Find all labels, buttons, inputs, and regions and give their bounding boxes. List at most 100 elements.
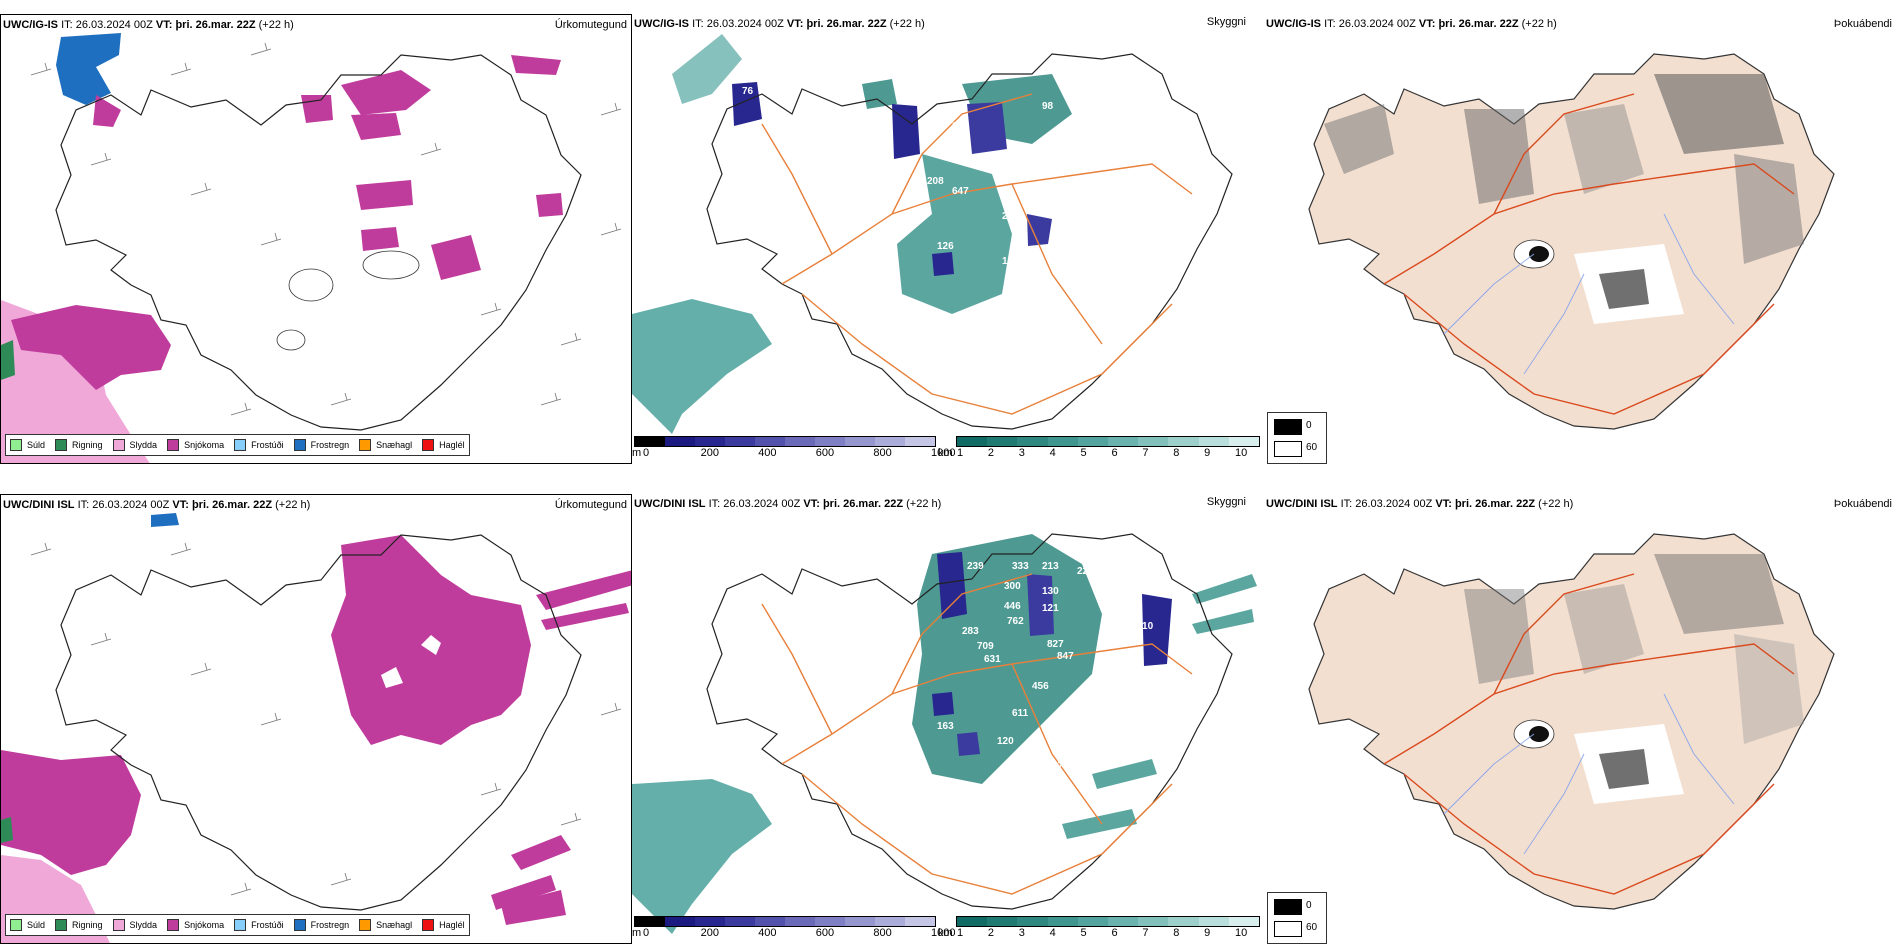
legend-item: Frostregn: [293, 919, 349, 931]
legend-swatch: [293, 919, 306, 931]
cloud-base-label: 225: [1077, 566, 1094, 577]
colorbar-tick: 1: [957, 927, 964, 939]
cloud-base-label: 184: [1002, 256, 1019, 267]
colorbar-tick: 10: [1235, 927, 1248, 939]
colorbar-swatch: [845, 917, 875, 926]
colorbar-tick: 4: [1049, 927, 1056, 939]
vt-label: VT:: [1418, 18, 1436, 30]
vt-label: VT:: [172, 499, 189, 511]
colorbar-swatch: [875, 917, 905, 926]
cloud-base-ticks: m 0 200 400 600 800 1000: [632, 927, 955, 941]
fog-white-swatch: [1274, 441, 1302, 457]
legend-label: Snæhagl: [376, 440, 413, 450]
colorbar-swatch: [665, 437, 695, 446]
cloud-base-label: 20: [1082, 106, 1094, 117]
legend-item: Frostúði: [234, 919, 284, 931]
vt-value: þri. 26.mar. 22Z: [175, 19, 256, 31]
legend-swatch: [359, 919, 372, 931]
colorbar-swatch: [665, 917, 695, 926]
visibility-map-canvas: 802 76 38 98 101 20 123 18 647 208 234 126 184 134 3: [632, 34, 1233, 434]
fog-black-swatch: [1274, 419, 1302, 435]
cloud-base-label: 121: [1042, 603, 1059, 614]
cloud-base-label: 456: [1032, 681, 1049, 692]
cloud-base-label: 802: [1002, 61, 1019, 72]
colorbar-tick: 800: [873, 447, 892, 459]
it-label: IT:: [708, 498, 721, 510]
colorbar-swatch: [905, 917, 935, 926]
lead-time: (+22 h): [258, 19, 294, 31]
colorbar-swatch: [1017, 917, 1048, 926]
vt-value: þri. 26.mar. 22Z: [191, 499, 273, 511]
lead-time: (+22 h): [1521, 18, 1557, 30]
it-label: IT:: [61, 19, 73, 31]
cloud-base-label: 446: [1004, 601, 1021, 612]
legend-label: Frostúði: [251, 440, 284, 450]
colorbar-tick: 6: [1111, 927, 1118, 939]
lead-time: (+22 h): [275, 499, 311, 511]
colorbar-tick: 6: [1111, 447, 1118, 459]
colorbar-swatch: [785, 917, 815, 926]
cloud-base-label: 130: [1042, 586, 1059, 597]
colorbar-swatch: [1077, 437, 1109, 446]
cloud-base-label: 709: [977, 641, 994, 652]
cloud-base-label: 123: [1082, 156, 1099, 167]
colorbar-swatch: [635, 917, 665, 926]
cloud-base-label: 38: [707, 96, 719, 107]
model-name: UWC/IG-IS: [3, 19, 58, 31]
colorbar-tick: 200: [700, 447, 719, 459]
legend-label: Rigning: [72, 440, 103, 450]
legend-label: Snjókoma: [184, 440, 225, 450]
map-header: UWC/DINI ISL IT: 26.03.2024 00Z VT: þri.…: [3, 499, 310, 512]
cloud-base-label: 847: [1057, 651, 1074, 662]
model-name: UWC/DINI ISL: [1266, 498, 1338, 510]
visibility-colorbar: [956, 436, 1260, 447]
lead-time: (+22 h): [906, 498, 942, 510]
legend-swatch: [167, 919, 180, 931]
panel-title: Skyggni: [1206, 496, 1246, 508]
visibility-swatches: [956, 916, 1260, 927]
colorbar-swatch: [695, 917, 725, 926]
legend-item: Súld: [10, 919, 45, 931]
model-name: UWC/DINI ISL: [634, 498, 706, 510]
legend-swatch: [293, 439, 306, 451]
map-header: UWC/DINI ISL IT: 26.03.2024 00Z VT: þri.…: [634, 498, 941, 511]
it-label: IT:: [77, 499, 90, 511]
precip-type-map-bottom: UWC/DINI ISL IT: 26.03.2024 00Z VT: þri.…: [0, 494, 632, 944]
legend-swatch: [112, 439, 125, 451]
colorbar-swatch: [695, 437, 725, 446]
panel-title: Skyggni: [1206, 16, 1246, 28]
cloud-base-label: 134: [1052, 254, 1069, 265]
colorbar-tick: 3: [1018, 927, 1025, 939]
fog-map-bottom: UWC/DINI ISL IT: 26.03.2024 00Z VT: þri.…: [1264, 494, 1900, 944]
colorbar-swatch: [957, 917, 988, 926]
fog-map-top: UWC/IG-IS IT: 26.03.2024 00Z VT: þri. 26…: [1264, 14, 1900, 464]
colorbar-tick: 8: [1173, 927, 1180, 939]
legend-label: Súld: [27, 920, 46, 930]
cloud-base-label: 611: [1012, 708, 1029, 719]
lead-time: (+22 h): [1538, 498, 1574, 510]
colorbar-tick: 400: [758, 447, 777, 459]
panel-title: Þokuábendi: [1833, 498, 1892, 510]
cloud-base-label: 141: [1062, 731, 1079, 742]
legend-label: Rigning: [72, 920, 103, 930]
colorbar-tick: 200: [700, 927, 719, 939]
cloud-base-label: 110: [1137, 621, 1154, 632]
precip-map-canvas: [1, 513, 631, 943]
fog-map-canvas: [1308, 53, 1835, 430]
vt-value: þri. 26.mar. 22Z: [1438, 18, 1519, 30]
legend-swatch: [234, 919, 247, 931]
colorbar-tick: 4: [1049, 447, 1056, 459]
cloud-base-label: 239: [967, 561, 984, 572]
visibility-ticks: km 1 2 3 4 5 6 7 8 9 10: [938, 927, 1264, 941]
colorbar-tick: 7: [1142, 447, 1149, 459]
legend-item: Rigning: [55, 439, 103, 451]
colorbar-tick: 600: [815, 447, 835, 459]
legend-swatch: [10, 919, 22, 931]
lead-time: (+22 h): [889, 18, 925, 30]
legend-item: Snæhagl: [359, 919, 412, 931]
cloud-base-swatches: [634, 916, 936, 927]
cloud-base-label: 631: [984, 654, 1001, 665]
cloud-base-label: 120: [997, 736, 1014, 747]
colorbar-unit: m: [632, 447, 642, 459]
cloud-base-label: 827: [1047, 639, 1064, 650]
